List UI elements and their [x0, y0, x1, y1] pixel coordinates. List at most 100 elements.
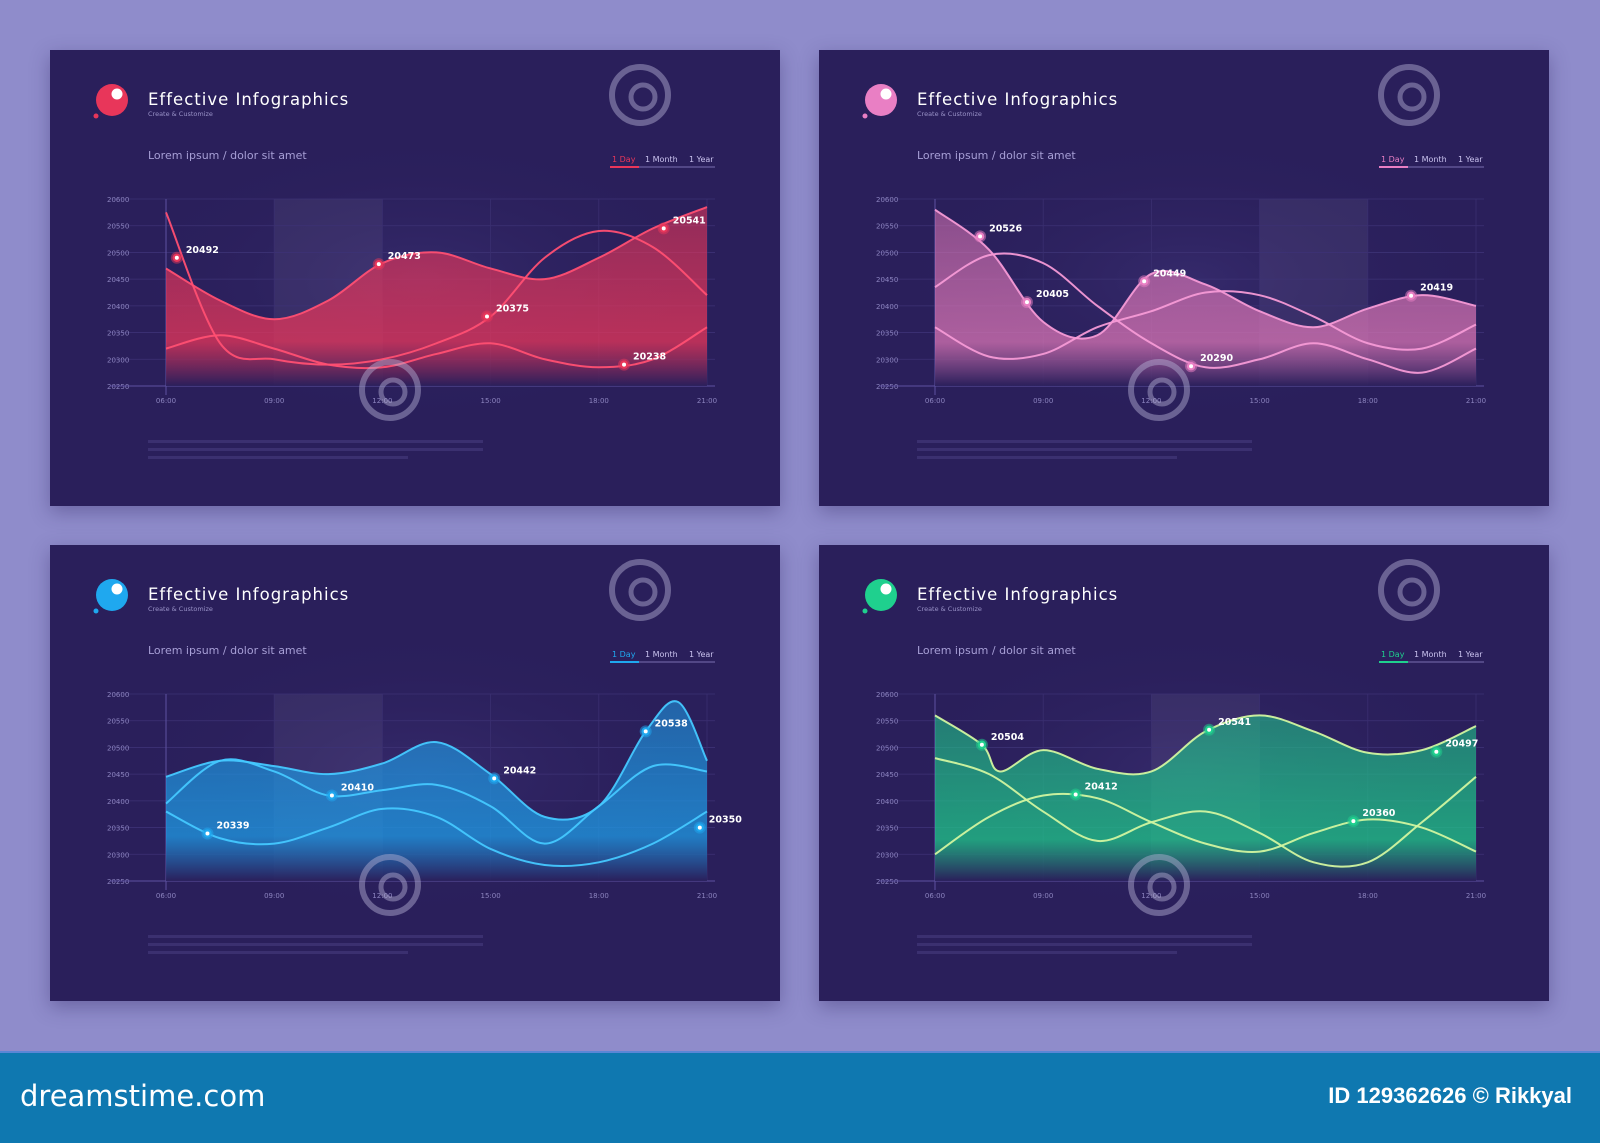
- data-point-center: [643, 729, 648, 734]
- x-tick-label: 09:00: [1033, 397, 1053, 405]
- data-label: 20541: [673, 215, 706, 226]
- data-point-center: [1207, 727, 1212, 732]
- data-label: 20497: [1445, 739, 1478, 750]
- data-label: 20473: [388, 251, 421, 262]
- tab-1-year[interactable]: 1 Year: [1458, 650, 1483, 659]
- data-point-center: [484, 314, 489, 319]
- data-label: 20360: [1362, 808, 1395, 819]
- series-line-2: [165, 211, 708, 366]
- x-tick-label: 21:00: [697, 397, 717, 405]
- logo-dot-icon: [93, 608, 99, 614]
- data-point-center: [1434, 749, 1439, 754]
- chart-caption: Lorem ipsum / dolor sit amet: [148, 644, 307, 657]
- data-point-center: [661, 226, 666, 231]
- watermark-spiral-icon: [1378, 64, 1440, 126]
- faint-paragraph-line: [917, 456, 1177, 459]
- y-tick-label: 20500: [107, 249, 129, 257]
- chart-panel-red: Effective Infographics Create & Customize…: [50, 50, 780, 506]
- x-tick-label: 18:00: [1358, 892, 1378, 900]
- data-point-center: [1189, 364, 1194, 369]
- chart-panel-blue: Effective Infographics Create & Customize…: [50, 545, 780, 1001]
- data-point-center: [329, 793, 334, 798]
- data-label: 20405: [1036, 289, 1069, 300]
- y-tick-label: 20350: [107, 330, 129, 338]
- watermark-spiral-icon: [359, 359, 421, 421]
- data-label: 20290: [1200, 353, 1233, 364]
- y-tick-label: 20400: [107, 798, 129, 806]
- x-tick-label: 06:00: [156, 892, 176, 900]
- tab-1-month[interactable]: 1 Month: [1414, 650, 1447, 659]
- watermark-spiral-icon: [378, 872, 408, 902]
- data-label: 20339: [216, 820, 249, 831]
- x-tick-label: 06:00: [156, 397, 176, 405]
- y-tick-label: 20400: [107, 303, 129, 311]
- y-tick-label: 20450: [876, 771, 898, 779]
- tab-1-month[interactable]: 1 Month: [645, 155, 678, 164]
- tab-1-year[interactable]: 1 Year: [1458, 155, 1483, 164]
- logo-highlight-icon: [111, 583, 123, 595]
- faint-paragraph-line: [917, 935, 1252, 938]
- dreamstime-logo[interactable]: dreamstime.com: [20, 1079, 266, 1113]
- data-label: 20538: [655, 718, 688, 729]
- series-line-2: [934, 252, 1477, 374]
- watermark-spiral-icon: [609, 559, 671, 621]
- x-tick-label: 12:00: [1141, 397, 1161, 405]
- logo-dot-icon: [862, 113, 868, 119]
- x-tick-label: 09:00: [264, 397, 284, 405]
- x-tick-label: 15:00: [1250, 892, 1270, 900]
- x-tick-label: 12:00: [372, 892, 392, 900]
- y-tick-label: 20250: [107, 878, 129, 886]
- watermark-spiral-icon: [378, 377, 408, 407]
- data-point-center: [1142, 279, 1147, 284]
- x-tick-label: 12:00: [1141, 892, 1161, 900]
- watermark-spiral-icon: [359, 854, 421, 916]
- faint-paragraph-line: [148, 943, 483, 946]
- series-line-3: [165, 807, 708, 868]
- watermark-spiral-icon: [1147, 872, 1177, 902]
- tab-1-day[interactable]: 1 Day: [1381, 650, 1405, 659]
- watermark-spiral-icon: [1128, 854, 1190, 916]
- y-tick-label: 20550: [107, 223, 129, 231]
- footer-bar: dreamstime.com ID 129362626 © Rikkyal: [0, 1051, 1600, 1143]
- tab-1-month[interactable]: 1 Month: [1414, 155, 1447, 164]
- x-tick-label: 21:00: [1466, 397, 1486, 405]
- series-area: [166, 207, 707, 386]
- data-label: 20412: [1085, 781, 1118, 792]
- x-tick-label: 18:00: [589, 397, 609, 405]
- y-tick-label: 20300: [107, 851, 129, 859]
- y-tick-label: 20500: [876, 249, 898, 257]
- chart-caption: Lorem ipsum / dolor sit amet: [917, 644, 1076, 657]
- series-line-1: [934, 208, 1477, 340]
- tab-1-year[interactable]: 1 Year: [689, 650, 714, 659]
- tab-1-day[interactable]: 1 Day: [1381, 155, 1405, 164]
- tab-1-day[interactable]: 1 Day: [612, 155, 636, 164]
- tab-1-year[interactable]: 1 Year: [689, 155, 714, 164]
- data-label: 20492: [186, 245, 219, 256]
- y-tick-label: 20600: [107, 196, 129, 204]
- y-tick-label: 20550: [876, 223, 898, 231]
- watermark-spiral-icon: [609, 64, 671, 126]
- x-tick-label: 06:00: [925, 397, 945, 405]
- series-line-1: [934, 714, 1477, 776]
- y-tick-label: 20350: [876, 330, 898, 338]
- watermark-spiral-icon: [628, 82, 658, 112]
- data-point-center: [1351, 819, 1356, 824]
- x-tick-label: 21:00: [697, 892, 717, 900]
- tab-1-month[interactable]: 1 Month: [645, 650, 678, 659]
- y-tick-label: 20500: [876, 744, 898, 752]
- data-label: 20526: [989, 223, 1022, 234]
- x-tick-label: 21:00: [1466, 892, 1486, 900]
- data-point-center: [492, 776, 497, 781]
- image-credit: ID 129362626 © Rikkyal: [1328, 1083, 1572, 1108]
- x-tick-label: 12:00: [372, 397, 392, 405]
- faint-paragraph-line: [148, 456, 408, 459]
- data-label: 20375: [496, 304, 529, 315]
- logo-highlight-icon: [111, 88, 123, 100]
- tab-1-day[interactable]: 1 Day: [612, 650, 636, 659]
- series-line-1: [165, 206, 708, 321]
- y-tick-label: 20550: [876, 718, 898, 726]
